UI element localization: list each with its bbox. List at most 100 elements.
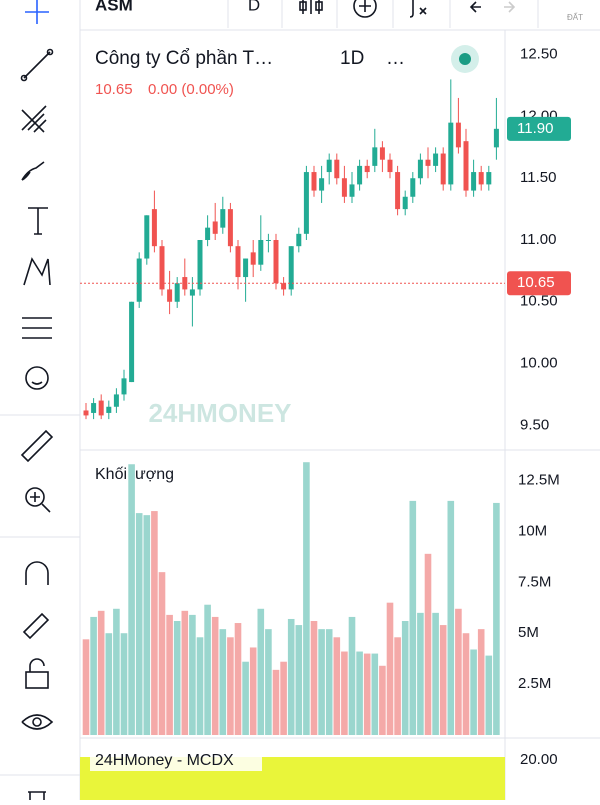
candle-body: [455, 122, 461, 148]
price-tag-label: 11.90: [517, 120, 553, 137]
y-tick-label: 11.00: [520, 231, 556, 248]
price-tag-label: 10.65: [517, 274, 555, 291]
volume-bar: [242, 661, 249, 735]
candle-body: [311, 172, 317, 191]
volume-bar: [462, 633, 470, 735]
y-tick-label: 12.5M: [518, 472, 560, 489]
mcdx-title-bg: [90, 751, 262, 771]
volume-bar: [379, 665, 386, 735]
candle-body: [334, 159, 340, 179]
candle-body: [471, 172, 477, 191]
candle-body: [410, 178, 416, 197]
candle-body: [250, 252, 256, 265]
candle-body: [167, 289, 173, 302]
left-tools[interactable]: [20, 0, 54, 802]
volume-bar: [128, 464, 135, 735]
candle-body: [212, 221, 218, 234]
price-tag: [507, 116, 571, 141]
volume-bar: [356, 651, 363, 735]
volume-bar: [82, 639, 90, 735]
candle-body: [417, 159, 423, 179]
candle-body: [98, 400, 104, 416]
chart-title: Công ty Cổ phần T…: [95, 48, 273, 69]
volume-bar: [310, 621, 318, 735]
volume-bar: [477, 629, 485, 735]
volume-bar: [113, 608, 120, 735]
y-tick-label: 10M: [518, 522, 547, 539]
y-tick-label: 2.5M: [518, 675, 551, 692]
candle-body: [189, 289, 195, 296]
y-tick-label: 10.00: [520, 354, 558, 371]
y-tick-label: 12.50: [520, 46, 558, 63]
candle-body: [486, 172, 492, 185]
volume-bar: [394, 637, 401, 735]
volume-bar: [143, 515, 151, 735]
candle-body: [205, 227, 211, 240]
toolbar-icons[interactable]: [299, 0, 516, 18]
chart-menu[interactable]: …: [386, 48, 405, 69]
brand: ĐẤT: [567, 12, 583, 22]
volume-bar: [470, 649, 477, 735]
volume-bar: [90, 616, 97, 735]
candle-body: [319, 178, 325, 191]
volume-bar: [189, 614, 196, 735]
volume-bar: [371, 653, 379, 735]
volume-bar: [97, 610, 105, 735]
candle-body: [425, 159, 431, 166]
y-tick-label: 5M: [518, 624, 539, 641]
y-tick-label: 20.00: [520, 751, 558, 768]
volume-bar: [211, 616, 219, 735]
volume-bar: [432, 612, 439, 735]
volume-bar: [485, 655, 493, 735]
candle-body: [136, 258, 142, 302]
candle-body: [144, 215, 150, 259]
volume-bar: [257, 608, 265, 735]
volume-bar: [196, 637, 204, 735]
candle-body: [91, 403, 97, 413]
candle-body: [83, 410, 89, 416]
candle-body: [220, 209, 226, 228]
candle-body: [379, 147, 385, 160]
candle-body: [296, 233, 302, 247]
volume-bar: [120, 633, 128, 735]
volume-bar: [173, 621, 181, 735]
candle-body: [463, 141, 469, 191]
watermark: 24HMONEY: [148, 398, 291, 428]
candle-body: [493, 128, 499, 148]
status-dot: [459, 53, 471, 65]
volume-bar: [158, 572, 166, 735]
volume-bar: [151, 511, 158, 735]
volume-bar: [265, 629, 272, 735]
candle-body: [273, 240, 279, 284]
chart-interval: 1D: [340, 48, 364, 69]
volume-bar: [204, 604, 211, 735]
candle-body: [372, 147, 378, 166]
volume-bar: [181, 610, 189, 735]
volume-bar: [303, 462, 310, 735]
candle-body: [106, 406, 112, 413]
volume-bar: [417, 612, 424, 735]
candle-body: [235, 246, 241, 278]
candle-body: [387, 159, 393, 173]
candle-body: [265, 240, 271, 241]
volume-bar: [280, 661, 287, 735]
volume-bar: [295, 625, 303, 735]
symbol[interactable]: ASM: [95, 0, 133, 14]
candle-body: [121, 378, 127, 395]
interval[interactable]: D: [248, 0, 260, 14]
volume-bar: [249, 647, 257, 735]
candle-body: [243, 258, 249, 278]
candle-body: [288, 246, 294, 290]
y-tick-label: 7.5M: [518, 573, 551, 590]
volume-bar: [227, 637, 234, 735]
volume-bar: [234, 623, 242, 735]
candle-body: [303, 172, 309, 234]
volume-bar: [318, 629, 325, 735]
volume-bar: [219, 629, 227, 735]
y-tick-label: 9.50: [520, 416, 549, 433]
volume-bar: [348, 616, 356, 735]
candle-body: [433, 153, 439, 166]
price-change: 0.00 (0.00%): [148, 81, 234, 98]
candle-body: [395, 172, 401, 210]
